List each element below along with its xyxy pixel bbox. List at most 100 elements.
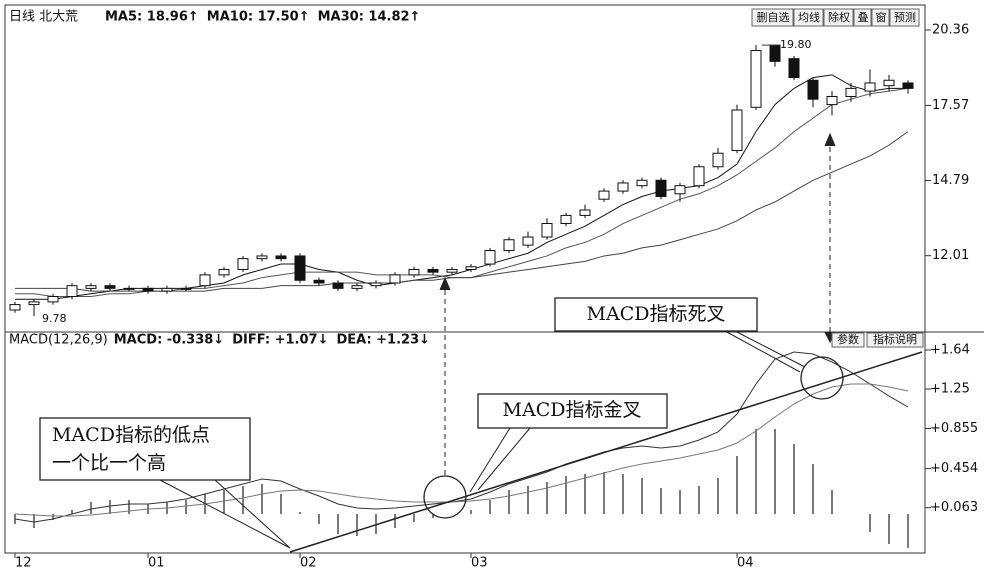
candle-body <box>85 285 97 289</box>
candle-body <box>598 190 610 200</box>
candle-body <box>503 239 515 252</box>
panel-button <box>866 332 924 348</box>
y-tick-label: 12.01 <box>932 248 969 263</box>
candle-body <box>465 266 477 270</box>
callout-pointer <box>724 330 806 373</box>
y-tick-label: 20.36 <box>932 23 969 38</box>
candle-body <box>294 255 306 281</box>
candle-body <box>655 179 667 197</box>
trend-line <box>289 351 923 553</box>
callout-box <box>39 417 251 481</box>
candle-body <box>522 236 534 246</box>
candle-body <box>845 87 857 97</box>
legend-entry: DEA: +1.23↓ <box>336 333 430 348</box>
candle-body <box>275 255 287 260</box>
y-tick-label: 17.57 <box>932 98 969 113</box>
candle-body <box>389 274 401 284</box>
toolbar-label: 窗 <box>876 10 887 24</box>
candle-body <box>484 250 496 265</box>
candle-body <box>731 109 743 152</box>
arrow-head <box>439 276 451 291</box>
candle-body <box>104 285 116 289</box>
annotation: MACD指标金叉 <box>503 399 642 421</box>
candle-body <box>28 301 40 306</box>
toolbar-button <box>871 8 890 27</box>
panel-button <box>831 332 865 348</box>
candle-body <box>256 255 268 260</box>
golden-cross-circle <box>423 475 467 519</box>
candle-body <box>237 258 249 270</box>
y-tick-label: 14.79 <box>932 173 969 188</box>
x-tick-label: 04 <box>737 556 754 569</box>
candle-body <box>788 58 800 79</box>
y-tick-label: +0.063 <box>930 500 978 515</box>
toolbar-label: 预测 <box>894 11 916 24</box>
candle-body <box>541 223 553 238</box>
legend-entry: MA5: 18.96↑ <box>105 10 199 25</box>
candle-body <box>199 274 211 287</box>
candle-body <box>826 95 838 106</box>
toolbar-label: 均线 <box>798 10 820 24</box>
x-tick-label: 12 <box>15 556 32 569</box>
candle-body <box>332 282 344 289</box>
y-tick-label: +1.64 <box>930 343 970 358</box>
candle-body <box>427 268 439 273</box>
candle-body <box>9 304 21 311</box>
callout-box <box>477 393 668 429</box>
macd-line <box>14 383 909 517</box>
candle-body <box>579 209 591 216</box>
macd-line <box>14 351 909 523</box>
y-tick-label: +0.454 <box>930 461 978 476</box>
x-tick-label: 03 <box>471 556 488 569</box>
legend-entry: MACD: -0.338↓ <box>114 333 224 348</box>
toolbar-button <box>751 8 794 27</box>
candle-body <box>123 287 135 290</box>
x-tick-label: 02 <box>300 556 317 569</box>
toolbar-label: 删自选 <box>757 11 790 24</box>
callout-box <box>554 297 758 332</box>
toolbar-button <box>853 8 872 27</box>
candle-body <box>218 268 230 276</box>
panel-button-label: 指标说明 <box>873 332 917 346</box>
legend-entry: MA30: 14.82↑ <box>318 10 421 25</box>
candle-body <box>446 268 458 273</box>
candle-body <box>864 82 876 92</box>
candle-body <box>807 79 819 100</box>
candle-body <box>351 285 363 289</box>
candle-body <box>674 185 686 195</box>
candle-body <box>712 152 724 168</box>
candle-body <box>142 287 154 292</box>
chart-title: 日线 北大荒 <box>9 10 78 25</box>
low-label: 9.78 <box>42 312 67 325</box>
toolbar-label: 叠 <box>858 11 869 24</box>
candle-body <box>750 50 762 108</box>
candle-body <box>47 295 59 303</box>
candle-body <box>883 79 895 87</box>
candle-body <box>693 166 705 187</box>
candle-body <box>769 44 781 62</box>
chart-title: MACD(12,26,9) <box>9 333 108 348</box>
arrow-head <box>824 132 836 147</box>
candle-body <box>66 285 78 297</box>
legend-entry: DIFF: +1.07↓ <box>232 333 328 348</box>
toolbar-label: 除权 <box>828 10 850 24</box>
annotation: 一个比一个高 <box>52 452 166 474</box>
y-tick-label: +0.855 <box>930 421 978 436</box>
annotation-shapes <box>39 132 923 553</box>
callout-pointer <box>159 479 291 549</box>
candle-body <box>180 287 192 290</box>
toolbar-button <box>889 8 920 27</box>
callout-pointer <box>469 427 531 493</box>
panel-button-label: 参数 <box>837 332 859 346</box>
y-tick-label: +1.25 <box>930 382 970 397</box>
candle-body <box>161 287 173 292</box>
death-cross-circle <box>800 356 844 400</box>
annotation: MACD指标的低点 <box>52 424 210 446</box>
x-tick-label: 01 <box>148 556 165 569</box>
annotation: MACD指标死叉 <box>587 303 726 325</box>
high-label: 19.80 <box>780 38 812 51</box>
candle-body <box>313 279 325 284</box>
candle-body <box>370 282 382 287</box>
candle-body <box>636 179 648 187</box>
